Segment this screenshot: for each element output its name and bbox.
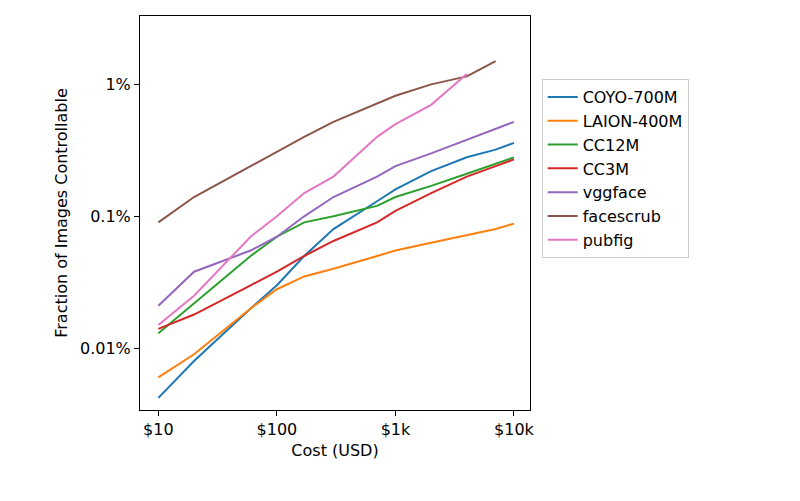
svg-text:vggface: vggface <box>583 183 647 202</box>
svg-text:COYO-700M: COYO-700M <box>583 88 678 107</box>
svg-text:0.1%: 0.1% <box>90 207 131 226</box>
svg-text:1%: 1% <box>105 75 130 94</box>
svg-text:Cost (USD): Cost (USD) <box>291 441 378 460</box>
svg-text:pubfig: pubfig <box>583 231 634 250</box>
svg-text:Fraction of Images Controllabl: Fraction of Images Controllable <box>52 88 71 338</box>
svg-text:CC3M: CC3M <box>583 160 629 179</box>
svg-text:0.01%: 0.01% <box>80 339 131 358</box>
svg-text:$100: $100 <box>257 420 298 439</box>
svg-text:facescrub: facescrub <box>583 207 661 226</box>
svg-text:LAION-400M: LAION-400M <box>583 112 683 131</box>
svg-text:$1k: $1k <box>381 420 411 439</box>
svg-text:$10k: $10k <box>494 420 535 439</box>
svg-text:$10: $10 <box>143 420 174 439</box>
svg-text:CC12M: CC12M <box>583 136 640 155</box>
